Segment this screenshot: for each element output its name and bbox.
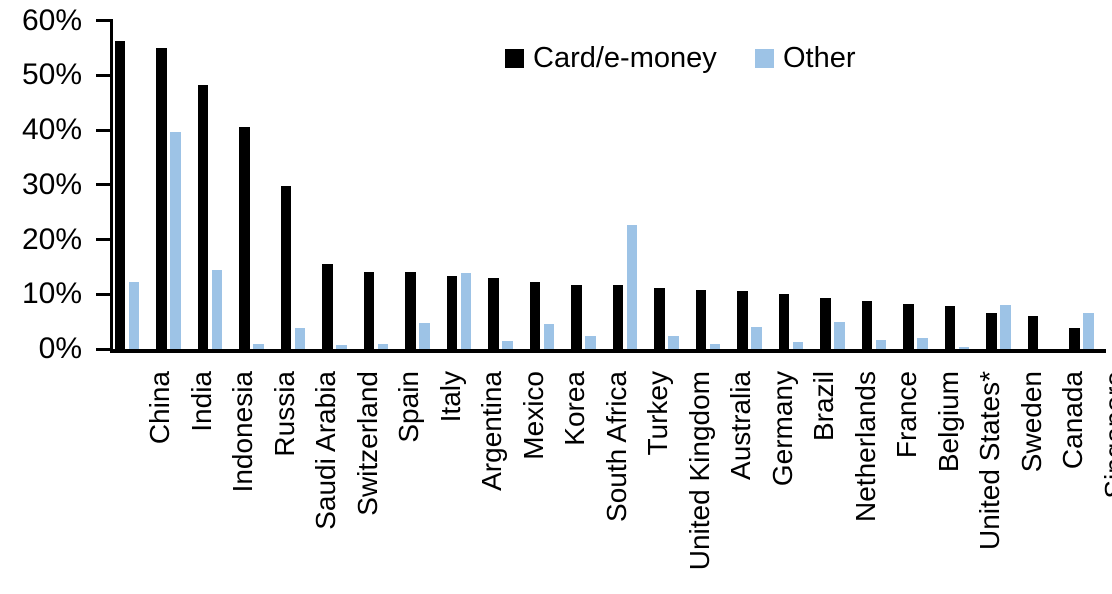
y-axis-tick	[96, 347, 110, 351]
bar-other-brazil	[792, 342, 803, 349]
bar-card-e-money-france	[861, 301, 872, 349]
bar-card-e-money-united-states-	[944, 305, 955, 349]
bar-card-e-money-china	[114, 40, 125, 349]
legend-item-card-e-money: Card/e-money	[505, 40, 717, 76]
bar-card-e-money-south-africa	[571, 284, 582, 349]
bar-card-e-money-switzerland	[322, 263, 333, 349]
bar-card-e-money-indonesia	[197, 85, 208, 349]
y-tick-label: 60%	[21, 3, 82, 37]
x-axis-label-italy: Italy	[434, 371, 466, 423]
bar-card-e-money-brazil	[778, 294, 789, 349]
bar-other-united-kingdom	[668, 336, 679, 349]
bar-card-e-money-russia	[239, 127, 250, 349]
x-axis-label-belgium: Belgium	[932, 371, 964, 473]
x-axis-label-canada: Canada	[1057, 371, 1089, 470]
x-axis-label-india: India	[185, 371, 217, 432]
bar-card-e-money-turkey	[612, 285, 623, 349]
bar-other-mexico	[502, 341, 513, 349]
bar-other-netherlands	[834, 322, 845, 349]
x-axis-label-australia: Australia	[725, 371, 757, 480]
bar-other-korea	[543, 323, 554, 349]
bar-other-switzerland	[336, 344, 347, 349]
bar-other-south-africa	[585, 335, 596, 349]
bar-card-e-money-netherlands	[820, 298, 831, 349]
bar-card-e-money-belgium	[903, 304, 914, 349]
x-axis-label-turkey: Turkey	[642, 371, 674, 456]
x-axis-label-switzerland: Switzerland	[351, 371, 383, 516]
x-axis-label-sweden: Sweden	[1015, 371, 1047, 473]
bar-other-argentina	[460, 272, 471, 349]
legend-swatch-card-e-money	[505, 48, 524, 68]
x-axis-label-russia: Russia	[268, 371, 300, 457]
bar-card-e-money-sweden	[986, 312, 997, 349]
y-axis-tick	[96, 73, 110, 77]
y-tick-label: 0%	[38, 332, 82, 365]
bar-other-spain	[377, 343, 388, 349]
legend-item-other: Other	[755, 40, 856, 76]
legend-swatch-other	[755, 48, 774, 68]
bar-card-e-money-singapore	[1069, 327, 1080, 349]
bar-other-saudi-arabia	[294, 327, 305, 349]
y-tick-label: 40%	[21, 113, 82, 146]
bar-other-india	[170, 131, 181, 349]
bar-card-e-money-canada	[1027, 316, 1038, 349]
bar-card-e-money-mexico	[488, 277, 499, 349]
bar-other-turkey	[626, 225, 637, 349]
bar-card-e-money-united-kingdom	[654, 288, 665, 349]
y-tick-label: 20%	[21, 222, 82, 256]
x-axis-label-indonesia: Indonesia	[227, 371, 259, 493]
bar-other-belgium	[917, 337, 928, 349]
legend-label-card-e-money: Card/e-money	[533, 42, 717, 74]
x-axis-label-south-africa: South Africa	[600, 371, 632, 522]
bar-other-germany	[751, 327, 762, 349]
bar-card-e-money-spain	[363, 271, 374, 349]
x-axis-label-mexico: Mexico	[517, 371, 549, 460]
y-axis-tick	[96, 128, 110, 132]
bar-other-italy	[419, 323, 430, 349]
x-axis-label-argentina: Argentina	[476, 371, 508, 491]
bar-card-e-money-korea	[529, 282, 540, 349]
x-axis-label-singapore: Singapore	[1098, 371, 1112, 499]
bar-other-france	[875, 340, 886, 349]
x-axis-label-spain: Spain	[393, 371, 425, 443]
y-axis-tick	[96, 183, 110, 187]
y-tick-label: 10%	[21, 277, 82, 311]
y-tick-label: 50%	[21, 58, 82, 92]
x-axis-label-china: China	[144, 371, 176, 445]
bar-other-indonesia	[211, 269, 222, 349]
bar-card-e-money-germany	[737, 290, 748, 349]
bar-card-e-money-italy	[405, 272, 416, 349]
chart-legend: Card/e-money Other	[0, 40, 1112, 76]
x-axis-label-brazil: Brazil	[808, 371, 840, 442]
x-axis-label-germany: Germany	[766, 371, 798, 487]
bar-card-e-money-india	[156, 47, 167, 349]
y-axis-tick	[96, 19, 110, 22]
bar-other-australia	[709, 343, 720, 349]
y-axis-tick	[96, 292, 110, 296]
bar-other-russia	[253, 343, 264, 349]
y-axis-line	[110, 19, 113, 353]
x-axis-label-korea: Korea	[559, 371, 591, 446]
bar-card-e-money-argentina	[446, 276, 457, 349]
x-axis-label-united-states-: United States*	[974, 371, 1006, 550]
x-axis-label-netherlands: Netherlands	[849, 371, 881, 522]
bar-card-e-money-australia	[695, 289, 706, 349]
legend-label-other: Other	[783, 42, 856, 74]
x-axis-label-france: France	[891, 371, 923, 459]
x-axis-label-united-kingdom: United Kingdom	[683, 371, 715, 571]
x-axis-line	[110, 349, 1106, 353]
y-axis-tick	[96, 238, 110, 241]
y-tick-label: 30%	[21, 167, 82, 201]
bar-other-sweden	[1000, 304, 1011, 349]
bar-other-china	[128, 281, 139, 349]
bar-other-united-states-	[958, 347, 969, 349]
bar-other-singapore	[1083, 312, 1094, 349]
x-axis-label-saudi-arabia: Saudi Arabia	[310, 371, 342, 530]
bar-card-e-money-saudi-arabia	[280, 185, 291, 349]
